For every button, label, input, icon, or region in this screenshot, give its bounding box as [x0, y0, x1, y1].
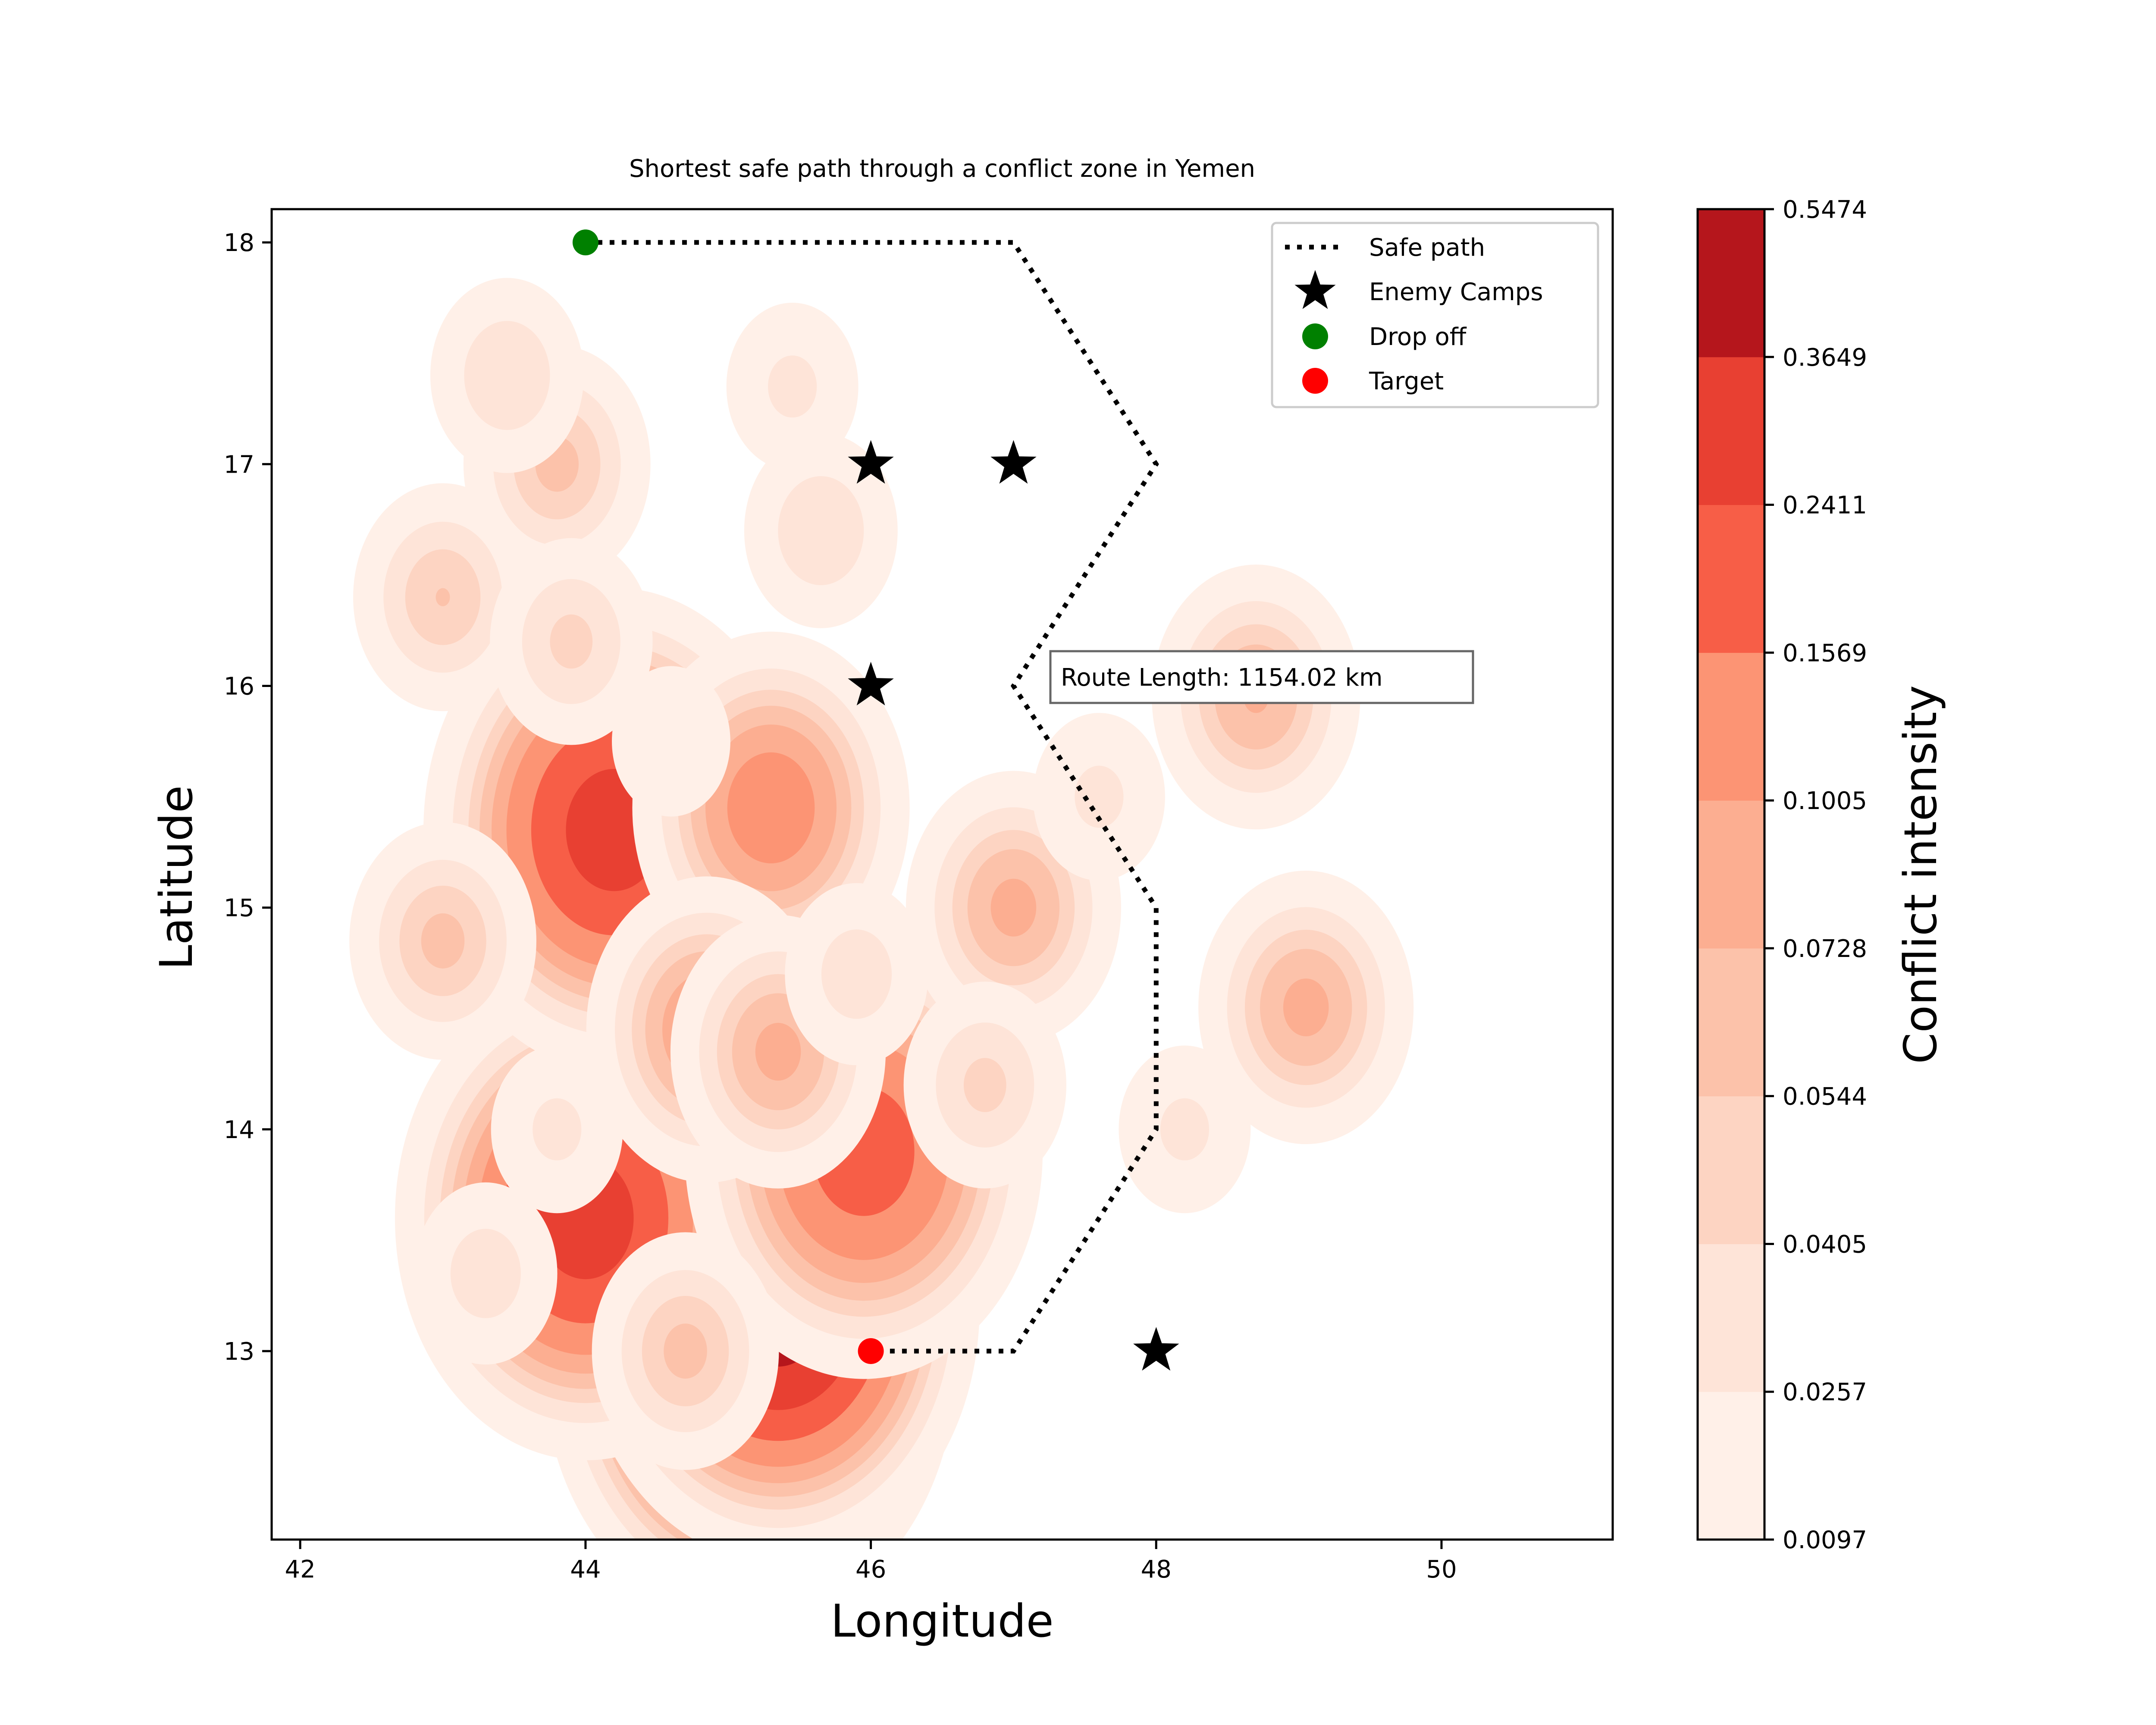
enemy-camp-star — [848, 440, 894, 484]
plot-frame — [270, 208, 1614, 1541]
conflict-density-contours — [349, 278, 1414, 1540]
colorbar-band — [1698, 1244, 1764, 1392]
legend-drop-off-marker — [1302, 323, 1328, 349]
legend-drop-off-label: Drop off — [1369, 323, 1467, 351]
hotspot-23 — [592, 1232, 779, 1470]
safe-path-line — [585, 240, 1159, 1354]
colorbar-tick-label: 0.0405 — [1783, 1230, 1867, 1258]
colorbar-band — [1698, 800, 1764, 949]
legend-enemy-camps-star — [1294, 270, 1336, 309]
legend-enemy-camps-label: Enemy Camps — [1369, 278, 1543, 306]
hotspot-20 — [726, 302, 859, 470]
x-tick-label: 50 — [1426, 1556, 1457, 1584]
x-tick-label: 46 — [856, 1556, 886, 1584]
x-tick-label: 42 — [285, 1556, 316, 1584]
x-tick-label: 44 — [570, 1556, 601, 1584]
contour-level-3 — [664, 1324, 707, 1379]
legend-box — [1271, 222, 1599, 408]
y-tick-label: 14 — [224, 1116, 254, 1144]
contour-level-3 — [421, 913, 465, 969]
contour-level-1 — [768, 355, 817, 418]
colorbar: 0.0097 0.0257 0.0405 0.0544 0.0728 0.1005 0.15… — [1696, 196, 1947, 1554]
contour-level-4 — [755, 1022, 801, 1081]
colorbar-tick-label: 0.2411 — [1783, 492, 1867, 520]
x-axis-label: Longitude — [830, 1595, 1053, 1647]
contour-level-0 — [612, 666, 730, 817]
hotspot-15 — [744, 433, 898, 628]
y-tick-label: 17 — [224, 451, 254, 479]
contour-level-2 — [963, 1058, 1006, 1112]
colorbar-band — [1698, 948, 1764, 1097]
colorbar-band — [1698, 209, 1764, 358]
colorbar-band — [1698, 652, 1764, 801]
colorbar-band — [1698, 1392, 1764, 1540]
colorbar-tick-label: 0.1569 — [1783, 639, 1867, 667]
x-axis-ticks: 42 44 46 48 50 — [285, 1540, 1457, 1584]
hotspot-21 — [1119, 1045, 1251, 1214]
colorbar-tick-label: 0.0544 — [1783, 1083, 1867, 1111]
contour-level-1 — [778, 476, 864, 585]
enemy-camp-star — [990, 440, 1037, 484]
contour-level-1 — [1160, 1098, 1209, 1160]
y-axis-ticks: 13 14 15 16 17 18 — [224, 229, 272, 1366]
contour-level-2 — [550, 614, 593, 669]
colorbar-band — [1698, 1096, 1764, 1244]
hotspot-9 — [1198, 870, 1414, 1145]
contour-level-4 — [990, 878, 1037, 937]
hotspot-18 — [414, 1182, 558, 1365]
hotspot-22 — [612, 666, 730, 817]
contour-level-1 — [450, 1229, 521, 1318]
hotspot-13 — [349, 822, 536, 1060]
hotspot-24 — [491, 1045, 623, 1214]
hotspot-14 — [490, 538, 653, 745]
hotspot-25 — [785, 883, 928, 1066]
colorbar-tick-label: 0.0257 — [1783, 1378, 1867, 1406]
contour-level-5 — [727, 752, 815, 864]
contour-level-1 — [464, 321, 550, 430]
colorbar-tick-label: 0.5474 — [1783, 196, 1867, 224]
hotspot-17 — [903, 982, 1066, 1189]
y-tick-label: 16 — [224, 672, 254, 700]
colorbar-ticks: 0.0097 0.0257 0.0405 0.0544 0.0728 0.1005 0.15… — [1764, 196, 1867, 1554]
legend: Safe path Enemy Camps Drop off Target — [1271, 222, 1599, 408]
colorbar-tick-label: 0.1005 — [1783, 787, 1867, 815]
colorbar-band — [1698, 505, 1764, 653]
colorbar-tick-label: 0.0097 — [1783, 1526, 1867, 1554]
colorbar-label: Conflict intensity — [1894, 685, 1947, 1064]
x-tick-label: 48 — [1141, 1556, 1172, 1584]
contour-level-1 — [1075, 765, 1124, 828]
colorbar-tick-label: 0.3649 — [1783, 344, 1867, 372]
route-length-annotation: Route Length: 1154.02 km — [1049, 650, 1474, 704]
contour-level-3 — [436, 588, 450, 606]
enemy-camps — [848, 440, 1179, 1371]
colorbar-tick-label: 0.0728 — [1783, 935, 1867, 963]
y-tick-label: 15 — [224, 894, 254, 922]
hotspot-19 — [1033, 713, 1165, 881]
legend-safe-path-label: Safe path — [1369, 234, 1485, 262]
legend-target-marker — [1302, 368, 1328, 394]
contour-level-1 — [821, 929, 892, 1019]
contour-level-4 — [1283, 979, 1329, 1036]
route-length-label: Route Length: 1154.02 km — [1061, 664, 1383, 692]
colorbar-band — [1698, 357, 1764, 505]
drop-off-marker — [572, 229, 599, 256]
target-marker — [858, 1338, 884, 1364]
y-axis-label: Latitude — [150, 785, 203, 970]
annotation-box — [1049, 650, 1474, 704]
enemy-camp-star — [848, 662, 894, 706]
plot-area: Route Length: 1154.02 km Safe path Enemy… — [270, 208, 1614, 1541]
y-tick-label: 18 — [224, 229, 254, 257]
enemy-camp-star — [1133, 1327, 1179, 1371]
chart-title: Shortest safe path through a conflict zo… — [629, 155, 1255, 183]
y-tick-label: 13 — [224, 1338, 254, 1366]
colorbar-bands — [1698, 209, 1764, 1540]
colorbar-frame — [1696, 208, 1766, 1541]
legend-target-label: Target — [1369, 367, 1444, 395]
contour-level-1 — [533, 1098, 582, 1160]
hotspot-16 — [430, 278, 584, 473]
